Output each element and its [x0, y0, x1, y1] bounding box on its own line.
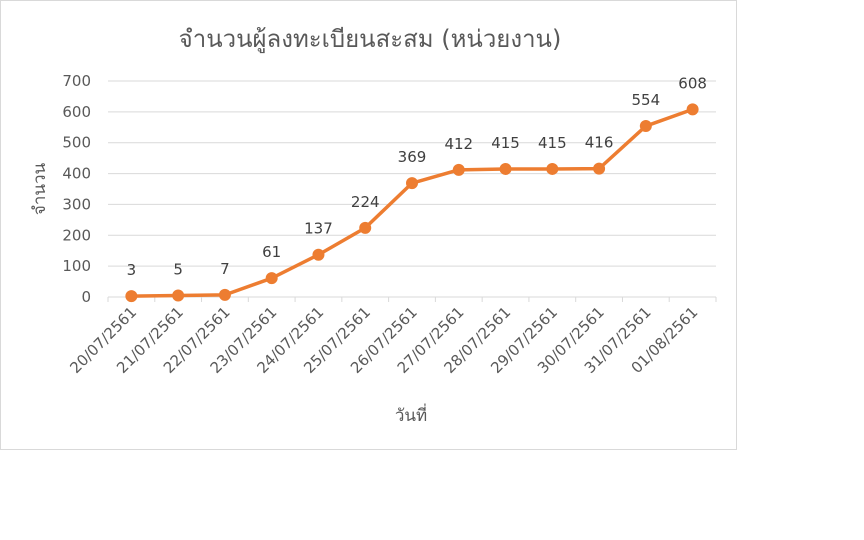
y-tick-labels: 0 100 200 300 400 500 600 700	[62, 72, 91, 306]
data-label: 3	[127, 261, 137, 279]
data-point	[265, 272, 278, 285]
data-label: 224	[351, 193, 380, 211]
y-tick-label: 100	[62, 257, 91, 275]
y-tick-label: 400	[62, 165, 91, 183]
data-point	[452, 163, 465, 176]
line-chart: จำนวนผู้ลงทะเบียนสะสม (หน่วยงาน) 0 100 200…	[30, 25, 717, 426]
gridlines	[107, 80, 717, 302]
data-point	[546, 162, 559, 175]
data-label: 5	[173, 260, 183, 278]
data-point	[125, 290, 138, 303]
data-point	[312, 248, 325, 261]
data-point	[639, 120, 652, 133]
chart-title: จำนวนผู้ลงทะเบียนสะสม (หน่วยงาน)	[179, 25, 562, 54]
data-point	[406, 177, 418, 190]
y-tick-label: 700	[62, 72, 91, 90]
data-label: 61	[262, 243, 281, 261]
data-label: 416	[585, 134, 614, 152]
data-label: 608	[678, 74, 707, 92]
data-label: 369	[398, 148, 427, 166]
data-label: 415	[491, 134, 520, 152]
y-tick-label: 500	[62, 134, 91, 152]
y-axis-label: จำนวน	[30, 162, 50, 215]
data-labels: 3 5 7 61 137 224 369 412 415 415 416 554 608	[127, 74, 707, 279]
data-point	[359, 221, 372, 234]
data-point	[172, 289, 185, 302]
x-axis-label: วันที่	[395, 403, 427, 426]
series-layer	[125, 103, 699, 303]
data-point	[499, 162, 512, 175]
data-point	[593, 162, 606, 175]
y-tick-label: 0	[81, 288, 91, 306]
data-label: 415	[538, 134, 567, 152]
data-label: 554	[632, 91, 661, 109]
y-tick-label: 600	[62, 103, 91, 121]
x-tick-labels: 20/07/256121/07/256122/07/256123/07/2561…	[66, 303, 701, 377]
y-tick-label: 300	[62, 195, 91, 213]
data-point	[218, 288, 231, 301]
data-point	[686, 103, 699, 116]
data-label: 137	[304, 220, 333, 238]
y-tick-label: 200	[62, 226, 91, 244]
chart-frame: จำนวนผู้ลงทะเบียนสะสม (หน่วยงาน) 0 100 200…	[0, 0, 737, 450]
data-label: 7	[220, 260, 230, 278]
data-label: 412	[444, 135, 473, 153]
